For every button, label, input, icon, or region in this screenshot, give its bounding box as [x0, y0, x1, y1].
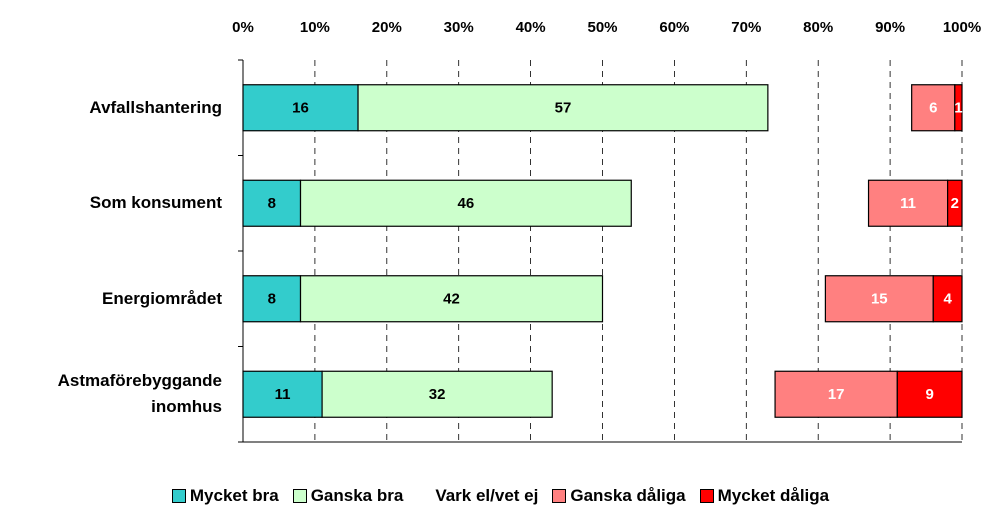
- bar-segment: [947, 179, 963, 227]
- data-label: 2: [951, 195, 959, 212]
- legend-label: Mycket bra: [189, 486, 279, 505]
- bar-segment: [552, 371, 775, 417]
- y-tick-label: Astmaförebyggande inomhus: [57, 371, 222, 417]
- x-tick-label: 20%: [372, 19, 402, 36]
- data-label: 42: [443, 291, 460, 308]
- bar-segment: [242, 179, 302, 227]
- data-label: 57: [555, 100, 572, 117]
- legend-item: Vark el/vet ej: [417, 486, 538, 506]
- legend-swatch: [417, 489, 431, 503]
- bar-segment: [774, 370, 898, 418]
- legend-swatch: [699, 489, 714, 503]
- bar-segment: [603, 276, 826, 322]
- bar-segment: [911, 84, 956, 132]
- x-tick-label: 50%: [587, 19, 617, 36]
- y-tick-label: Som konsument: [89, 193, 222, 213]
- x-tick-label: 70%: [731, 19, 761, 36]
- data-label: 8: [268, 195, 276, 212]
- data-label: 46: [458, 195, 475, 212]
- legend: Mycket bra Ganska bra Vark el/vet ej Ganska…: [0, 486, 1001, 506]
- bar-segment: [357, 84, 769, 132]
- bar-segment: [299, 275, 604, 323]
- legend-label: Ganska bra: [310, 486, 404, 505]
- bar-segment: [932, 275, 963, 323]
- bar-segment: [824, 275, 934, 323]
- x-tick-label: 40%: [516, 19, 546, 36]
- x-tick-label: 30%: [444, 19, 474, 36]
- data-label: 8: [268, 291, 276, 308]
- legend-label: Ganska dåliga: [570, 486, 686, 505]
- y-tick-label: Energiområdet: [102, 288, 222, 308]
- legend-swatch: [552, 489, 567, 503]
- data-label: 17: [828, 386, 845, 403]
- x-tick-label: 10%: [300, 19, 330, 36]
- legend-item: Ganska bra: [292, 486, 404, 506]
- bar-segment: [631, 180, 868, 226]
- x-tick-label: 90%: [875, 19, 905, 36]
- x-tick-label: 80%: [803, 19, 833, 36]
- data-label: 11: [900, 195, 916, 212]
- data-label: 16: [292, 100, 309, 117]
- bar-segment: [321, 370, 553, 418]
- x-tick-label: 100%: [943, 19, 981, 36]
- legend-swatch: [292, 489, 307, 503]
- legend-item: Mycket dåliga: [699, 486, 830, 506]
- data-label: 1: [954, 100, 962, 117]
- bar-segment: [954, 84, 963, 132]
- bar-segment: [896, 370, 963, 418]
- legend-item: Ganska dåliga: [552, 486, 686, 506]
- bar-segment: [867, 179, 949, 227]
- data-label: 15: [871, 291, 888, 308]
- data-label: 11: [275, 386, 291, 403]
- legend-item: Mycket bra: [171, 486, 279, 506]
- data-label: 6: [929, 100, 937, 117]
- data-label: 32: [429, 386, 446, 403]
- bar-segment: [242, 275, 302, 323]
- legend-swatch: [171, 489, 186, 503]
- data-label: 4: [943, 291, 952, 308]
- bar-segment: [242, 370, 323, 418]
- y-tick-label: Avfallshantering: [89, 97, 222, 117]
- data-label: 9: [925, 386, 933, 403]
- x-tick-label: 60%: [659, 19, 689, 36]
- x-tick-label: 0%: [232, 19, 254, 36]
- legend-label: Mycket dåliga: [717, 486, 830, 505]
- legend-label: Vark el/vet ej: [435, 486, 539, 505]
- bar-segment: [299, 179, 632, 227]
